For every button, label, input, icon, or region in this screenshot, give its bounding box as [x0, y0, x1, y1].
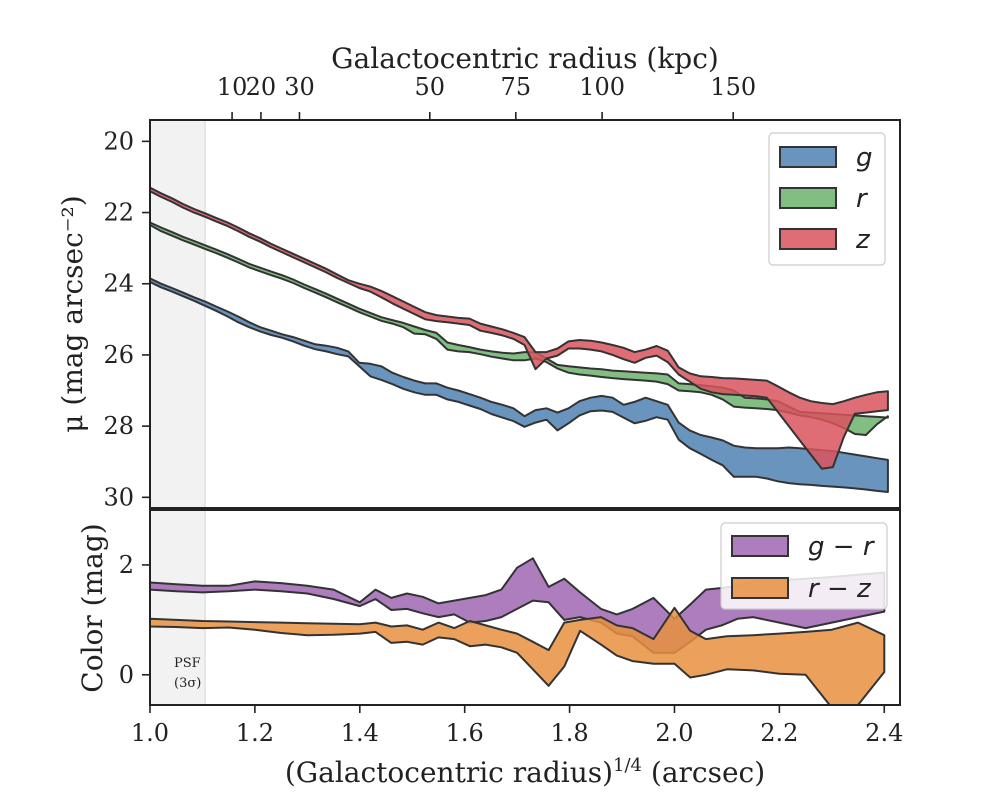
x-axis-title-superscript: 1/4 [613, 755, 642, 776]
legend-label: g − r [808, 532, 876, 562]
bottom-xtick-label: 1.6 [446, 719, 484, 747]
bottom-xtick-label: 1.4 [341, 719, 379, 747]
top-xtick-label: 100 [579, 73, 625, 101]
bottom-series-layer [150, 557, 886, 705]
top-ytick-label: 20 [103, 127, 134, 155]
series-band-g [150, 277, 889, 493]
bottom-legend: g − r r − z [720, 522, 888, 610]
x-axis-title-main: (Galactocentric radius) [285, 756, 613, 789]
legend-label: g [856, 143, 873, 173]
top-xtick-label: 20 [246, 73, 277, 101]
series-band-gr [150, 557, 886, 654]
bottom-xtick-label: 1.8 [550, 719, 588, 747]
legend-swatch [779, 228, 837, 250]
bottom-panel-frame [149, 509, 901, 706]
bottom-xtick-label: 2.4 [865, 719, 903, 747]
top-xtick-label: 150 [710, 73, 756, 101]
top-ytick-label: 24 [103, 270, 134, 298]
bottom-ytick-label: 2 [119, 551, 134, 579]
legend-label: r − z [808, 574, 872, 604]
x-axis-title-unit: (arcsec) [642, 756, 765, 789]
top-axis-title: Galactocentric radius (kpc) [331, 42, 719, 75]
legend-label: r [856, 184, 869, 214]
top-legend: grz [768, 132, 886, 266]
top-ytick-label: 22 [103, 199, 134, 227]
legend-swatch [779, 146, 837, 168]
top-ytick-label: 26 [103, 341, 134, 369]
bottom-xtick-label: 2.0 [655, 719, 693, 747]
top-xtick-label: 10 [217, 73, 248, 101]
legend-swatch [779, 187, 837, 209]
top-xtick-label: 50 [415, 73, 446, 101]
bottom-y-axis-title: Color (mag) [76, 523, 109, 692]
psf-label-line1: PSF [174, 656, 201, 671]
bottom-xtick-label: 2.2 [760, 719, 798, 747]
top-ytick-label: 30 [103, 483, 134, 511]
bottom-xtick-label: 1.0 [131, 719, 169, 747]
bottom-xtick-label: 1.2 [236, 719, 274, 747]
legend-swatch [731, 535, 789, 557]
psf-shaded-region-bottom [149, 509, 206, 706]
top-series-layer [150, 186, 889, 493]
series-band-z [150, 186, 889, 470]
series-band-rz [150, 606, 886, 705]
top-panel-frame [149, 119, 901, 509]
top-y-axis-ticks: 20 22 24 26 28 30 [103, 127, 150, 511]
bottom-x-axis-ticks: 1.0 1.2 1.4 1.6 1.8 2.0 2.2 2.4 [131, 705, 903, 747]
x-axis-title: (Galactocentric radius)1/4 (arcsec) [285, 755, 765, 789]
legend-label: z [855, 225, 871, 255]
psf-shaded-region-top [149, 119, 206, 509]
legend-swatch [731, 577, 789, 599]
top-y-axis-title: μ (mag arcsec⁻²) [56, 195, 89, 432]
top-ytick-label: 28 [103, 412, 134, 440]
psf-label-line2: (3σ) [174, 676, 201, 691]
top-xtick-label: 30 [284, 73, 315, 101]
bottom-ytick-label: 0 [119, 661, 134, 689]
top-xtick-label: 75 [501, 73, 532, 101]
bottom-y-axis-ticks: 02 [119, 551, 150, 689]
